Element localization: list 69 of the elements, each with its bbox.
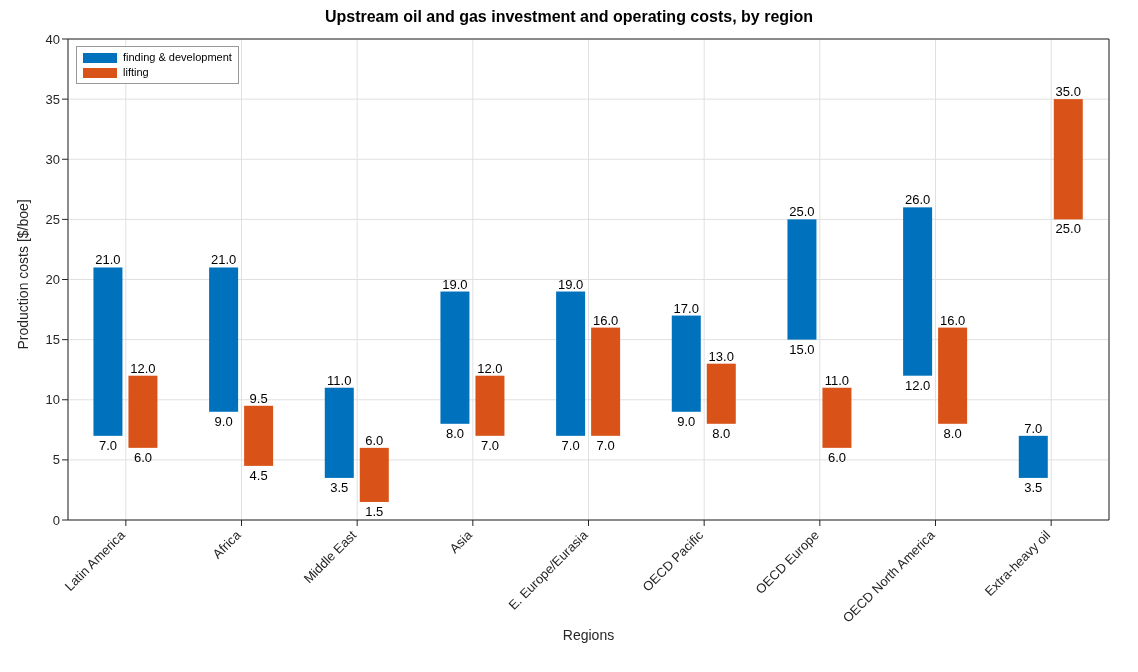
- annotation: 9.5: [249, 390, 268, 406]
- annotation: 21.0: [210, 252, 237, 268]
- annotation: 4.5: [249, 467, 268, 483]
- annotation: 12.0: [904, 377, 931, 393]
- y-tick-label: 20: [45, 272, 60, 288]
- bar: [787, 219, 817, 340]
- annotation: 6.0: [133, 449, 152, 465]
- bar: [128, 375, 158, 448]
- annotation: 7.0: [1024, 420, 1043, 436]
- annotation: 8.0: [943, 425, 962, 441]
- bar: [1053, 99, 1083, 220]
- bar: [475, 375, 505, 436]
- legend-label: finding & development: [123, 50, 232, 65]
- bar: [556, 291, 586, 436]
- annotation: 3.5: [330, 479, 349, 495]
- x-axis-title: Regions: [562, 627, 615, 643]
- y-tick-label: 40: [45, 31, 60, 47]
- annotation: 25.0: [789, 204, 815, 220]
- annotation: 16.0: [939, 312, 966, 328]
- annotation: 8.0: [712, 425, 731, 441]
- bar: [706, 363, 736, 424]
- annotation: 11.0: [824, 372, 850, 388]
- annotation: 11.0: [327, 372, 352, 388]
- annotation: 9.0: [214, 413, 233, 429]
- annotation: 21.0: [95, 252, 121, 268]
- annotation: 12.0: [477, 360, 503, 376]
- annotation: 19.0: [442, 276, 468, 292]
- annotation: 19.0: [557, 276, 584, 292]
- annotation: 13.0: [708, 348, 734, 364]
- bar: [440, 291, 470, 424]
- annotation: 6.0: [365, 432, 384, 448]
- y-tick-label: 0: [52, 512, 60, 528]
- y-tick-label: 30: [45, 151, 60, 167]
- annotation: 7.0: [561, 437, 580, 453]
- annotation: 1.5: [365, 503, 384, 519]
- annotation: 8.0: [445, 425, 464, 441]
- annotation: 3.5: [1024, 479, 1043, 495]
- bar: [93, 267, 123, 436]
- annotation: 35.0: [1055, 84, 1081, 100]
- annotation: 7.0: [480, 437, 499, 453]
- y-tick-label: 5: [52, 452, 60, 468]
- bar: [591, 327, 621, 436]
- y-tick-label: 25: [45, 211, 60, 227]
- annotation: 26.0: [904, 192, 931, 208]
- legend-label: lifting: [123, 65, 149, 80]
- annotation: 12.0: [130, 360, 156, 376]
- annotation: 9.0: [677, 413, 696, 429]
- annotation: 25.0: [1055, 221, 1081, 237]
- bar: [1018, 435, 1048, 478]
- y-tick-label: 15: [45, 332, 60, 348]
- chart-title: Upstream oil and gas investment and operating costs, by region: [323, 8, 815, 27]
- annotation: 7.0: [98, 437, 117, 453]
- bar: [244, 405, 274, 466]
- annotation: 17.0: [673, 300, 699, 316]
- bar: [822, 387, 852, 448]
- annotation: 6.0: [827, 449, 846, 465]
- x-tick-label: Asia: [446, 526, 476, 557]
- bar: [209, 267, 239, 412]
- bar: [324, 387, 354, 478]
- annotation: 16.0: [592, 312, 619, 328]
- bar: [359, 447, 389, 502]
- bar: [671, 315, 701, 412]
- y-tick-label: 10: [45, 392, 60, 408]
- y-tick-label: 35: [45, 91, 60, 107]
- y-axis-title: Production costs [$/boe]: [14, 199, 31, 350]
- bar: [903, 207, 933, 376]
- annotation: 15.0: [789, 341, 815, 357]
- annotation: 7.0: [596, 437, 615, 453]
- bar: [938, 327, 968, 424]
